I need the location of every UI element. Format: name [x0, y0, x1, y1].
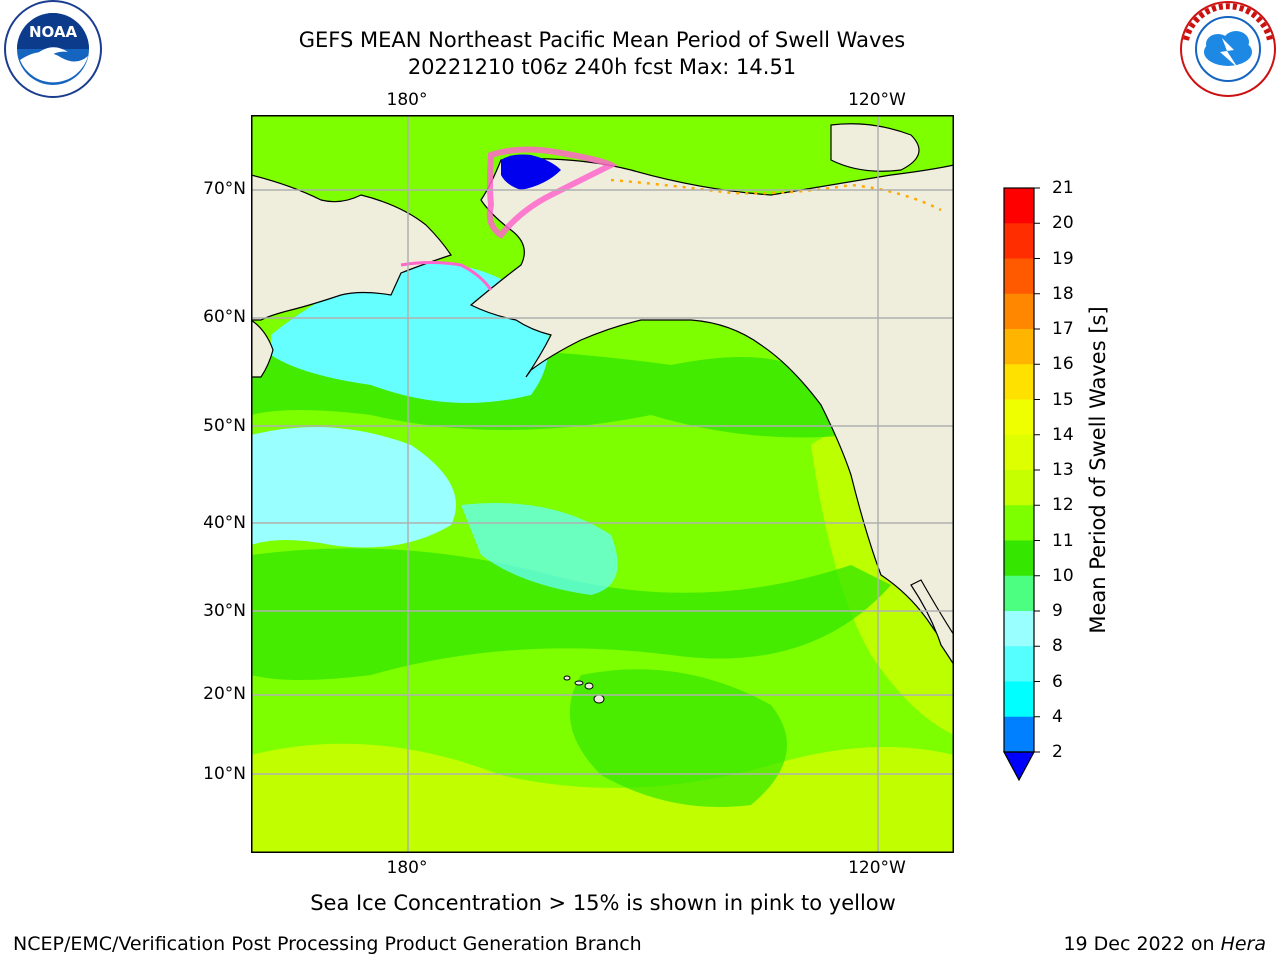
colorbar-tick-label: 10 — [1052, 565, 1074, 586]
lat-label-50n: 50°N — [203, 416, 246, 436]
sea-ice-bering-edge — [400, 261, 493, 291]
colorbar-label: Mean Period of Swell Waves [s] — [1086, 306, 1110, 634]
noaa-logo: NOAA — [2, 0, 104, 98]
colorbar-bin — [1004, 399, 1034, 436]
lon-label-bottom-120w: 120°W — [848, 858, 906, 878]
colorbar-tick-label: 21 — [1052, 178, 1074, 198]
lat-label-20n: 20°N — [203, 684, 246, 704]
colorbar-bin — [1004, 646, 1034, 682]
colorbar-bin — [1004, 505, 1034, 541]
ocean-cyan-northwest — [251, 427, 456, 548]
colorbar-tick-label: 12 — [1052, 495, 1074, 516]
ocean-green-band — [251, 548, 891, 680]
colorbar-tick-label: 20 — [1052, 213, 1074, 234]
colorbar-tick-label: 16 — [1052, 354, 1074, 375]
sea-ice-chukchi-core — [501, 154, 561, 190]
colorbar-bin — [1004, 223, 1034, 259]
colorbar-bin — [1004, 716, 1034, 753]
colorbar-bin — [1004, 188, 1034, 224]
nws-logo — [1178, 0, 1278, 98]
noaa-logo-text: NOAA — [29, 23, 78, 41]
chart-title: GEFS MEAN Northeast Pacific Mean Period … — [298, 28, 906, 52]
colorbar-tick-label: 9 — [1052, 601, 1063, 621]
sea-ice-chukchi-edge — [486, 146, 618, 240]
colorbar-bin — [1004, 293, 1034, 330]
colorbar-tick-label: 8 — [1052, 636, 1063, 657]
colorbar-tick-label: 17 — [1052, 319, 1074, 339]
map-panel — [251, 115, 954, 853]
colorbar-tick-label: 19 — [1052, 248, 1074, 269]
graticule — [251, 115, 954, 853]
land-arctic-islands — [830, 123, 920, 172]
colorbar-bin — [1004, 681, 1034, 718]
footer-date-text: 19 Dec 2022 on — [1063, 933, 1221, 955]
colorbar-bin — [1004, 470, 1034, 506]
footer-organization: NCEP/EMC/Verification Post Processing Pr… — [13, 933, 642, 955]
colorbar-tick-label: 6 — [1052, 671, 1063, 692]
land-baja-california — [910, 579, 954, 667]
footer-date: 19 Dec 2022 on Hera — [1063, 933, 1266, 955]
chart-subtitle: 20221210 t06z 240h fcst Max: 14.51 — [407, 55, 797, 79]
swell-period-map — [251, 115, 954, 853]
colorbar-tick-label: 15 — [1052, 389, 1074, 410]
colorbar-tick-label: 18 — [1052, 283, 1074, 304]
land-siberia — [251, 174, 452, 321]
colorbar-tick-label: 2 — [1052, 742, 1063, 762]
colorbar-bin — [1004, 329, 1034, 365]
colorbar — [1000, 186, 1040, 786]
colorbar-bin — [1004, 434, 1034, 471]
colorbar-tick-label: 4 — [1052, 706, 1063, 727]
ocean-cyan-central — [461, 503, 618, 595]
map-frame — [251, 115, 954, 853]
land-north-america — [469, 158, 954, 656]
sea-ice-note: Sea Ice Concentration > 15% is shown in … — [310, 891, 896, 915]
colorbar-bin — [1004, 364, 1034, 400]
colorbar-bin — [1004, 575, 1034, 612]
land-hawaii — [563, 675, 605, 704]
ocean-green-central — [569, 669, 787, 807]
colorbar-bin — [1004, 611, 1034, 647]
colorbar-tick-label: 13 — [1052, 460, 1074, 480]
lon-label-top-120w: 120°W — [848, 90, 906, 110]
colorbar-bin — [1004, 258, 1034, 295]
colorbar-graphic — [1002, 187, 1040, 782]
colorbar-tick-label: 14 — [1052, 424, 1074, 445]
lat-label-40n: 40°N — [203, 513, 246, 533]
colorbar-under-triangle — [1002, 751, 1036, 782]
colorbar-bin — [1004, 540, 1034, 577]
lon-label-bottom-180: 180° — [386, 858, 428, 878]
footer-machine: Hera — [1220, 933, 1266, 955]
lat-label-30n: 30°N — [203, 601, 246, 621]
lon-label-top-180: 180° — [386, 90, 428, 110]
lat-label-70n: 70°N — [203, 179, 246, 199]
land-kamchatka — [251, 319, 274, 378]
colorbar-tick-label: 11 — [1052, 530, 1074, 551]
lat-label-60n: 60°N — [203, 307, 246, 327]
lat-label-10n: 10°N — [203, 764, 246, 784]
